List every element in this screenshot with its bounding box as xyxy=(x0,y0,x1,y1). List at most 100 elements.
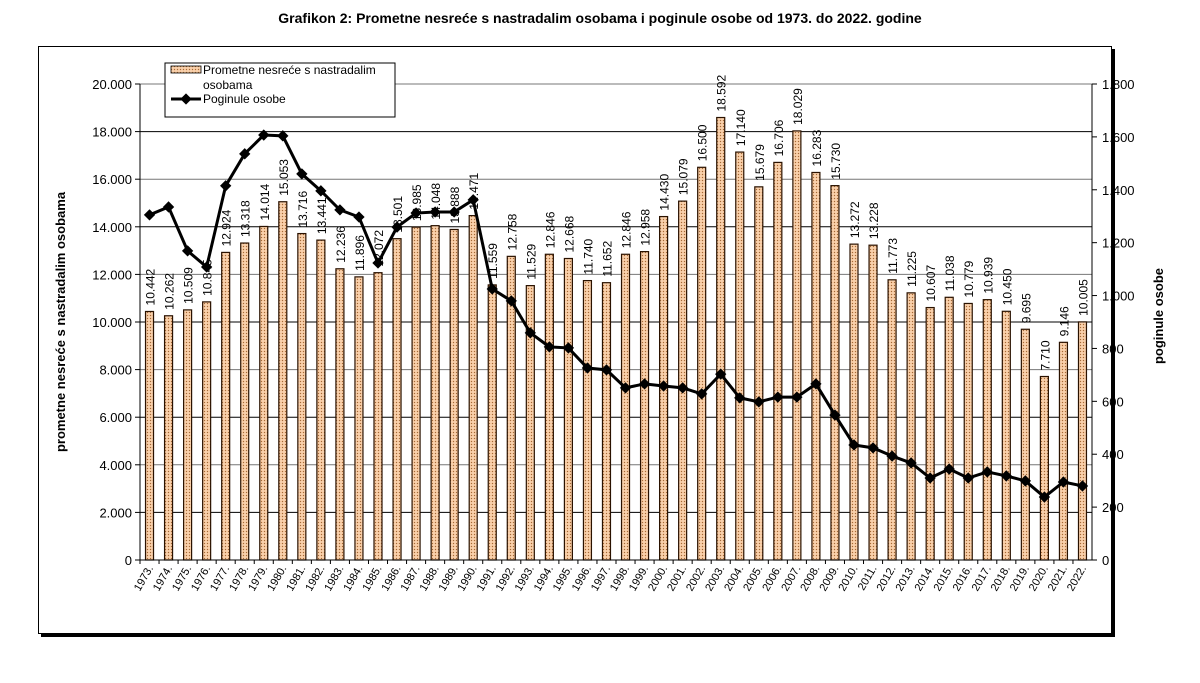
bar-data-label: 10.262 xyxy=(163,273,177,310)
line-marker xyxy=(296,168,308,180)
y-right-tick-label: 1.600 xyxy=(1102,130,1135,145)
bar-data-label: 13.985 xyxy=(410,184,424,221)
bar-data-label: 10.779 xyxy=(962,260,976,297)
legend: Prometne nesreće s nastradalim osobama P… xyxy=(164,62,396,118)
bar-data-label: 13.716 xyxy=(296,191,310,228)
bar-data-label: 16.500 xyxy=(696,124,710,161)
line-marker xyxy=(791,391,803,403)
y-left-tick-label: 6.000 xyxy=(99,410,132,425)
line-marker xyxy=(562,342,575,354)
bar-data-label: 12.236 xyxy=(334,226,348,263)
line-marker xyxy=(372,257,384,269)
bar xyxy=(582,279,593,561)
bar xyxy=(373,272,383,561)
bar-data-label: 12.072 xyxy=(372,230,386,267)
y-right-tick-label: 200 xyxy=(1102,500,1124,515)
bar-data-label: 15.053 xyxy=(277,159,291,196)
y-right-tick-label: 600 xyxy=(1102,394,1124,409)
bar-data-label: 13.501 xyxy=(391,196,405,233)
line-marker xyxy=(715,368,727,380)
bar-data-label: 12.846 xyxy=(620,211,634,248)
bar-data-label: 15.079 xyxy=(677,158,691,195)
bar xyxy=(963,302,973,561)
bar xyxy=(811,171,821,561)
line-marker xyxy=(200,261,213,273)
bar xyxy=(449,228,459,561)
line-marker xyxy=(905,457,917,469)
bar-data-label: 11.038 xyxy=(943,255,957,291)
bar xyxy=(830,185,840,561)
bar xyxy=(1020,328,1030,561)
y-left-tick-label: 16.000 xyxy=(92,172,132,187)
bar xyxy=(297,232,307,561)
line-marker xyxy=(810,378,822,390)
line-marker xyxy=(1019,475,1032,487)
bar xyxy=(1058,341,1069,561)
line-marker xyxy=(581,362,594,374)
bar-data-label: 14.014 xyxy=(258,183,272,220)
line-series xyxy=(148,133,1083,500)
line-marker xyxy=(391,221,403,233)
bar-data-label: 11.652 xyxy=(600,241,614,277)
line-marker xyxy=(676,382,689,394)
bar-data-label: 10.450 xyxy=(1000,268,1014,305)
bar-data-label: 13.228 xyxy=(867,202,881,239)
x-tick-label: 2022. xyxy=(1065,564,1089,594)
bar xyxy=(144,310,155,561)
line-marker xyxy=(162,201,175,213)
bar xyxy=(716,116,726,561)
line-marker xyxy=(277,130,289,142)
line-marker xyxy=(448,206,460,218)
bar xyxy=(1001,310,1011,561)
line-marker xyxy=(220,180,232,192)
line-marker xyxy=(143,209,156,221)
line-marker xyxy=(181,245,194,257)
bar xyxy=(163,315,174,561)
bar-data-label: 9.695 xyxy=(1019,293,1033,323)
bar xyxy=(221,251,231,561)
bar xyxy=(563,257,574,561)
bar-data-label: 9.146 xyxy=(1057,306,1071,336)
bar-data-label: 15.730 xyxy=(829,143,843,180)
bar xyxy=(982,299,992,561)
y-right-tick-label: 400 xyxy=(1102,447,1124,462)
bar xyxy=(202,301,212,561)
bar-data-label: 7.710 xyxy=(1038,340,1052,370)
bar-data-label: 10.442 xyxy=(144,268,158,305)
y-right-tick-label: 1.000 xyxy=(1102,289,1135,304)
bar-data-label: 14.430 xyxy=(658,174,672,211)
line-marker xyxy=(981,466,993,478)
bar-data-label: 11.529 xyxy=(524,243,538,279)
line-marker xyxy=(524,327,536,339)
y-left-tick-label: 2.000 xyxy=(99,505,132,520)
y-right-tick-label: 0 xyxy=(1102,553,1109,568)
bar xyxy=(240,242,250,561)
y-left-tick-label: 8.000 xyxy=(99,363,132,378)
bar-data-label: 16.706 xyxy=(772,119,786,156)
bar xyxy=(411,226,421,561)
line-marker xyxy=(315,185,327,197)
bar xyxy=(754,186,764,561)
bar xyxy=(487,284,497,561)
legend-bar-label-cont: osobama xyxy=(203,78,253,92)
line-marker xyxy=(429,206,441,218)
y-left-tick-label: 12.000 xyxy=(92,267,132,282)
bar-data-label: 12.668 xyxy=(562,215,576,252)
x-tick-label: 2010. xyxy=(836,564,860,594)
line-marker xyxy=(753,396,765,408)
bar xyxy=(335,268,345,561)
bar-data-label: 10.509 xyxy=(182,267,196,304)
bar xyxy=(773,161,783,561)
line-marker xyxy=(600,364,613,376)
bar xyxy=(278,201,288,561)
chart-frame xyxy=(38,46,1112,634)
bar xyxy=(544,253,554,561)
bar xyxy=(601,282,612,561)
line-marker xyxy=(886,450,898,462)
bar xyxy=(735,151,745,561)
line-marker xyxy=(543,341,556,353)
legend-bar-label: Prometne nesreće s nastradalim xyxy=(203,63,376,77)
bar xyxy=(1077,321,1088,561)
line-marker xyxy=(696,388,708,400)
bar-data-label: 11.896 xyxy=(353,235,367,271)
